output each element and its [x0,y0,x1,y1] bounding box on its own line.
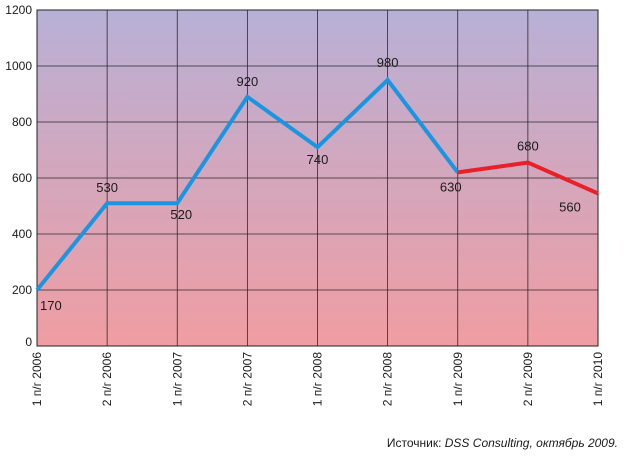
data-label: 680 [517,139,539,154]
data-label: 530 [96,180,118,195]
plot-frame [36,9,599,347]
data-label: 560 [559,199,581,214]
y-tick-label: 600 [12,171,32,185]
x-tick-label: 2 п/г 2007 [240,352,254,407]
y-tick-label: 800 [12,115,32,129]
x-tick-label: 1 п/г 2010 [591,352,605,407]
series-line-2 [457,160,599,196]
data-label: 170 [40,298,62,313]
y-axis-ticks: 0 200 400 600 800 1000 1200 [5,3,32,349]
x-tick-label: 2 п/г 2008 [381,352,395,407]
x-axis-ticks: 1 п/г 2006 2 п/г 2006 1 п/г 2007 2 п/г 2007… [30,352,605,407]
series-lines [35,77,599,292]
y-tick-label: 200 [12,283,32,297]
x-tick-label: 1 п/г 2009 [451,352,465,407]
x-tick-label: 2 п/г 2009 [521,352,535,407]
y-tick-label: 400 [12,227,32,241]
data-label: 740 [307,152,329,167]
data-label: 980 [377,55,399,70]
y-tick-label: 1000 [5,59,32,73]
source-note: Источник: DSS Consulting, октябрь 2009. [387,436,618,450]
data-label: 920 [237,74,259,89]
x-tick-label: 2 п/г 2006 [100,352,114,407]
y-tick-label: 1200 [5,3,32,17]
data-label: 630 [440,179,462,194]
x-tick-label: 1 п/г 2007 [170,352,184,407]
x-tick-label: 1 п/г 2006 [30,352,44,407]
data-labels: 170 530 520 920 740 980 630 680 560 [40,55,581,313]
y-tick-label: 0 [25,335,32,349]
data-label: 520 [170,207,192,222]
x-tick-label: 1 п/г 2008 [311,352,325,407]
source-name: DSS Consulting, октябрь 2009. [444,436,618,450]
series-line-1 [35,77,460,292]
source-prefix: Источник: [386,436,445,450]
